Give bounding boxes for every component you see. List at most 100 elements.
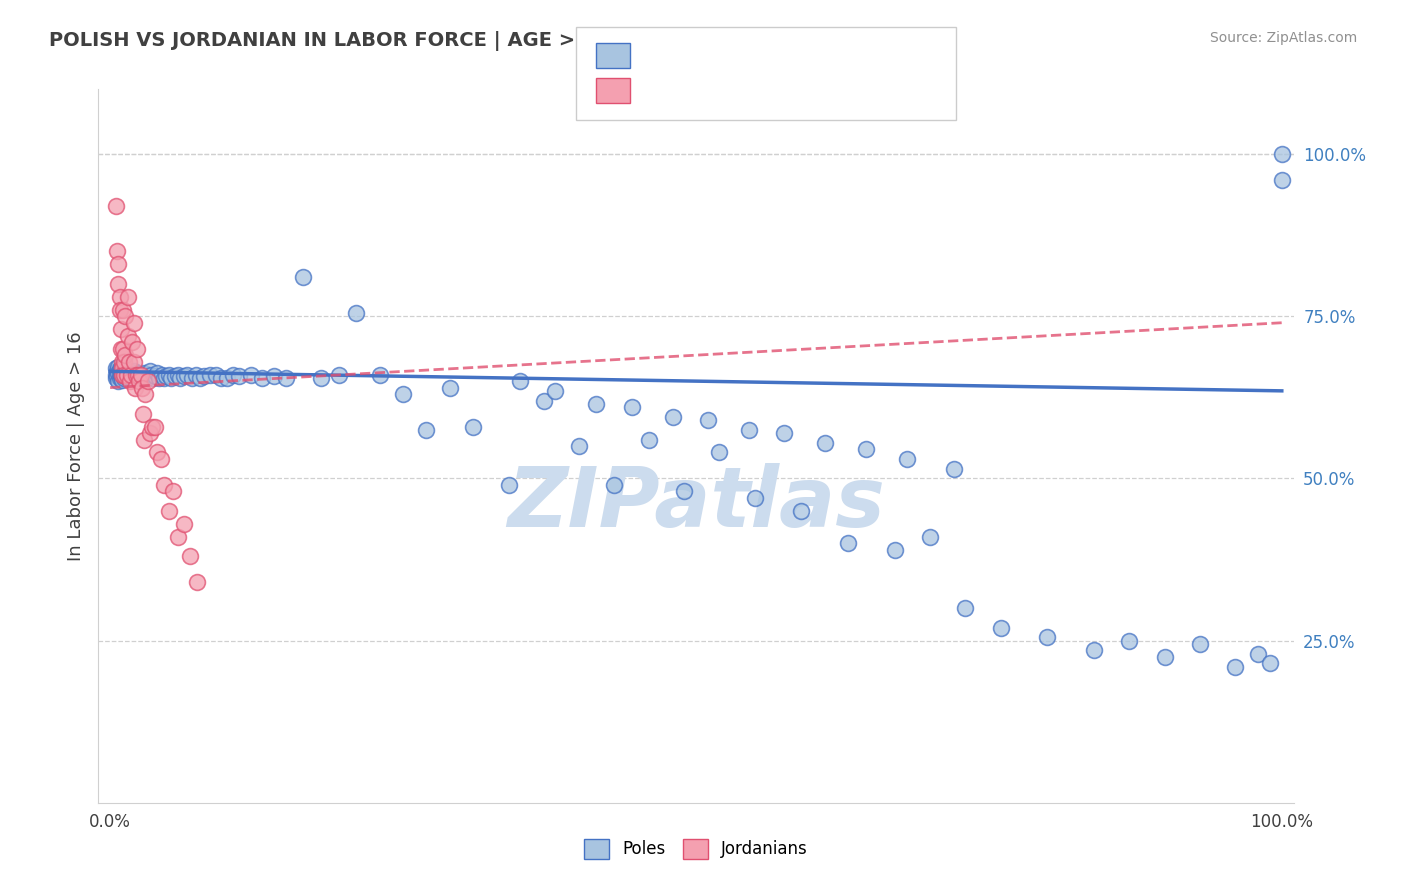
Point — [107, 366, 129, 380]
Point — [112, 366, 135, 380]
Point — [1153, 649, 1175, 664]
Point — [118, 364, 141, 378]
Point — [773, 425, 796, 440]
Point — [129, 368, 152, 382]
Text: POLISH VS JORDANIAN IN LABOR FORCE | AGE > 16 CORRELATION CHART: POLISH VS JORDANIAN IN LABOR FORCE | AGE… — [49, 31, 849, 51]
Point — [463, 419, 485, 434]
Point — [1188, 637, 1211, 651]
Point — [107, 257, 129, 271]
Point — [112, 342, 135, 356]
Point — [128, 371, 150, 385]
Point — [111, 368, 134, 383]
Point — [186, 575, 208, 590]
Point — [942, 461, 965, 475]
Point — [855, 442, 877, 457]
Point — [110, 364, 132, 378]
Point — [150, 368, 173, 382]
Y-axis label: In Labor Force | Age > 16: In Labor Force | Age > 16 — [66, 331, 84, 561]
Text: Source: ZipAtlas.com: Source: ZipAtlas.com — [1209, 31, 1357, 45]
Point — [368, 368, 391, 382]
Point — [112, 362, 135, 376]
Point — [709, 445, 731, 459]
Point — [148, 371, 170, 385]
Text: R = -0.059   N = 122: R = -0.059 N = 122 — [634, 46, 852, 64]
Point — [228, 368, 250, 383]
Point — [138, 368, 160, 383]
Text: R =  0.081   N = 49: R = 0.081 N = 49 — [634, 82, 841, 100]
Point — [167, 368, 190, 382]
Point — [136, 374, 159, 388]
Point — [112, 354, 135, 368]
Point — [127, 368, 149, 382]
Point — [117, 328, 139, 343]
Point — [814, 435, 837, 450]
Point — [111, 368, 134, 382]
Point — [143, 368, 166, 383]
Point — [127, 368, 149, 383]
Point — [132, 366, 156, 380]
Point — [114, 348, 136, 362]
Point — [120, 368, 142, 382]
Point — [1223, 659, 1246, 673]
Point — [108, 290, 131, 304]
Point — [744, 491, 766, 505]
Point — [111, 364, 134, 378]
Point — [117, 366, 139, 380]
Point — [274, 371, 297, 385]
Point — [105, 368, 128, 383]
Point — [188, 371, 212, 385]
Point — [125, 368, 148, 382]
Point — [110, 322, 132, 336]
Point — [160, 371, 183, 385]
Text: ZIPatlas: ZIPatlas — [508, 463, 884, 543]
Point — [132, 371, 155, 385]
Point — [1118, 633, 1140, 648]
Point — [124, 381, 146, 395]
Point — [141, 419, 163, 434]
Point — [139, 425, 162, 440]
Point — [1036, 631, 1059, 645]
Point — [108, 362, 131, 376]
Point — [176, 368, 198, 382]
Point — [110, 361, 132, 376]
Point — [211, 371, 233, 385]
Point — [153, 371, 176, 385]
Point — [111, 361, 134, 376]
Point — [328, 368, 350, 382]
Point — [115, 368, 138, 382]
Point — [661, 409, 683, 424]
Point — [111, 354, 134, 368]
Point — [112, 368, 135, 382]
Point — [110, 342, 132, 356]
Point — [263, 368, 285, 383]
Point — [105, 244, 128, 259]
Point — [392, 387, 415, 401]
Point — [120, 374, 141, 388]
Point — [204, 368, 226, 382]
Point — [738, 423, 761, 437]
Point — [837, 536, 859, 550]
Point — [132, 407, 155, 421]
Point — [127, 366, 149, 380]
Point — [1271, 173, 1294, 187]
Point — [125, 368, 148, 382]
Point — [141, 368, 163, 382]
Point — [509, 374, 531, 388]
Point — [105, 364, 128, 378]
Point — [184, 368, 207, 382]
Point — [111, 373, 134, 387]
Point — [131, 381, 153, 395]
Point — [620, 400, 643, 414]
Point — [239, 368, 262, 382]
Point — [122, 364, 145, 378]
Point — [112, 368, 135, 382]
Point — [121, 335, 143, 350]
Point — [107, 374, 129, 388]
Point — [135, 371, 157, 385]
Point — [173, 368, 195, 383]
Point — [122, 354, 145, 368]
Point — [439, 381, 461, 395]
Point — [1083, 643, 1105, 657]
Point — [179, 549, 201, 564]
Point — [896, 452, 918, 467]
